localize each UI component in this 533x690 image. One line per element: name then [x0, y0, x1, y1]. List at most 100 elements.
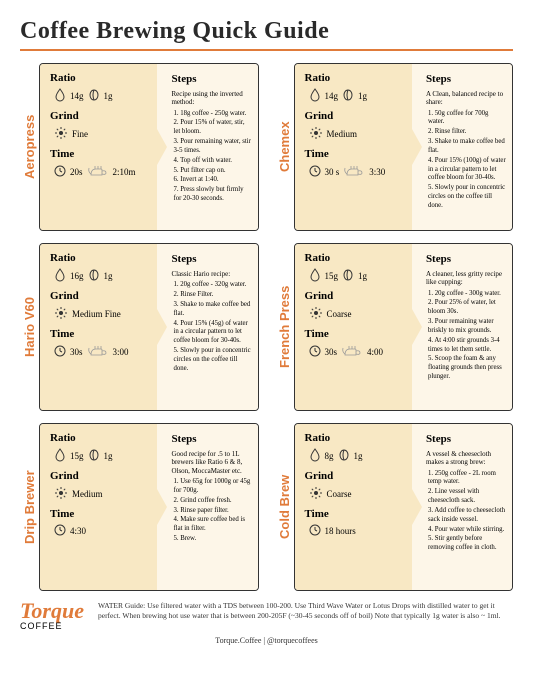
step-item: 4. Top off with water.	[173, 157, 251, 166]
step-item: 2. Line vessel with cheesecloth sack.	[428, 488, 506, 506]
bean-icon	[342, 269, 354, 283]
ratio-coffee: 15g	[325, 271, 339, 281]
time-head: Time	[50, 148, 151, 160]
ratio-coffee: 16g	[70, 271, 84, 281]
clock-icon	[54, 345, 66, 359]
ratio-row: 14g 1g	[305, 88, 406, 104]
grind-value: Medium	[327, 129, 358, 139]
time2: 3:30	[369, 167, 385, 177]
time1: 30s	[325, 347, 338, 357]
grind-row: Medium	[305, 126, 406, 142]
footer-site: Torque.Coffee | @torquecoffees	[20, 636, 513, 645]
step-item: 1. 20g coffee - 300g water.	[428, 290, 506, 299]
grind-row: Fine	[50, 126, 151, 142]
grind-value: Medium	[72, 489, 103, 499]
drop-icon	[309, 448, 321, 464]
ratio-water: 1g	[104, 91, 113, 101]
clock-icon	[309, 524, 321, 538]
logo-line1: Torque	[20, 601, 84, 621]
grind-row: Medium Fine	[50, 306, 151, 322]
bean-icon	[88, 89, 100, 103]
kettle-icon	[87, 344, 109, 360]
step-item: 3. Rinse paper filter.	[173, 507, 251, 516]
steps-head: Steps	[426, 252, 506, 267]
time1: 30 s	[325, 167, 340, 177]
ratio-row: 14g 1g	[50, 88, 151, 104]
ratio-head: Ratio	[305, 432, 406, 444]
left-panel: Ratio 15g 1g Grind Medium Time 4:30	[40, 424, 157, 590]
steps-head: Steps	[171, 432, 251, 447]
grind-icon	[309, 306, 323, 322]
step-item: 3. Pour remaining water, stir 3-5 times.	[173, 138, 251, 156]
clock-icon	[309, 165, 321, 179]
method-card: Cold Brew Ratio 8g 1g Grind Coarse Time …	[275, 423, 514, 591]
right-panel: Steps A Clean, balanced recipe to share:…	[412, 64, 512, 230]
steps-head: Steps	[426, 432, 506, 447]
time-head: Time	[305, 148, 406, 160]
step-item: 1. 250g coffee - 2L room temp water.	[428, 470, 506, 488]
steps-list: 1. Use 65g for 1000g or 45g for 700g.2. …	[171, 478, 251, 544]
step-item: 4. Pour 15% (100g) of water in a circula…	[428, 157, 506, 183]
water-guide: WATER Guide: Use filtered water with a T…	[98, 601, 513, 621]
steps-intro: A cleaner, less gritty recipe like cuppi…	[426, 270, 506, 287]
time-row: 20s 2:10m	[50, 164, 151, 180]
ratio-coffee: 15g	[70, 451, 84, 461]
ratio-coffee: 14g	[70, 91, 84, 101]
steps-intro: A vessel & cheesecloth makes a strong br…	[426, 450, 506, 467]
ratio-head: Ratio	[50, 252, 151, 264]
grind-row: Coarse	[305, 486, 406, 502]
bean-icon	[88, 269, 100, 283]
steps-intro: Good recipe for .5 to 1L brewers like Ra…	[171, 450, 251, 475]
grind-row: Coarse	[305, 306, 406, 322]
grind-row: Medium	[50, 486, 151, 502]
method-grid: Aeropress Ratio 14g 1g Grind Fine Time 2…	[20, 63, 513, 591]
steps-list: 1. 50g coffee for 700g water.2. Rinse fi…	[426, 110, 506, 211]
method-label: Cold Brew	[275, 423, 294, 591]
time-row: 4:30	[50, 524, 151, 538]
clock-icon	[54, 524, 66, 538]
steps-list: 1. 20g coffee - 300g water.2. Pour 25% o…	[426, 290, 506, 382]
method-card: Chemex Ratio 14g 1g Grind Medium Time 30…	[275, 63, 514, 231]
step-item: 2. Rinse filter.	[428, 128, 506, 137]
step-item: 1. 50g coffee for 700g water.	[428, 110, 506, 128]
left-panel: Ratio 14g 1g Grind Medium Time 30 s 3:30	[295, 64, 412, 230]
step-item: 6. Invert at 1:40.	[173, 176, 251, 185]
kettle-icon	[87, 164, 109, 180]
step-item: 5. Slowly pour in concentric circles on …	[428, 184, 506, 210]
time1: 18 hours	[325, 526, 356, 536]
drop-icon	[309, 88, 321, 104]
drop-icon	[54, 88, 66, 104]
right-panel: Steps A vessel & cheesecloth makes a str…	[412, 424, 512, 590]
card-body: Ratio 8g 1g Grind Coarse Time 18 hours S…	[294, 423, 514, 591]
step-item: 5. Put filter cap on.	[173, 167, 251, 176]
ratio-row: 16g 1g	[50, 268, 151, 284]
step-item: 2. Grind coffee fresh.	[173, 497, 251, 506]
time-head: Time	[50, 328, 151, 340]
method-label: Aeropress	[20, 63, 39, 231]
left-panel: Ratio 8g 1g Grind Coarse Time 18 hours	[295, 424, 412, 590]
footer: Torque COFFEE WATER Guide: Use filtered …	[20, 601, 513, 631]
left-panel: Ratio 16g 1g Grind Medium Fine Time 30s …	[40, 244, 157, 410]
method-card: Drip Brewer Ratio 15g 1g Grind Medium Ti…	[20, 423, 259, 591]
grind-head: Grind	[305, 110, 406, 122]
steps-intro: Classic Hario recipe:	[171, 270, 251, 278]
ratio-row: 15g 1g	[50, 448, 151, 464]
steps-head: Steps	[426, 72, 506, 87]
step-item: 5. Stir gently before removing coffee in…	[428, 535, 506, 553]
kettle-icon	[343, 164, 365, 180]
kettle-icon	[341, 344, 363, 360]
step-item: 4. At 4:00 stir grounds 3-4 times to let…	[428, 337, 506, 355]
card-body: Ratio 15g 1g Grind Medium Time 4:30 Step…	[39, 423, 259, 591]
grind-head: Grind	[50, 290, 151, 302]
method-label: Drip Brewer	[20, 423, 39, 591]
step-item: 1. 18g coffee - 250g water.	[173, 110, 251, 119]
ratio-coffee: 8g	[325, 451, 334, 461]
step-item: 1. Use 65g for 1000g or 45g for 700g.	[173, 478, 251, 496]
time-row: 18 hours	[305, 524, 406, 538]
title-underline	[20, 49, 513, 51]
time1: 4:30	[70, 526, 86, 536]
time-row: 30s 3:00	[50, 344, 151, 360]
method-label: French Press	[275, 243, 294, 411]
logo: Torque COFFEE	[20, 601, 84, 631]
ratio-head: Ratio	[305, 252, 406, 264]
